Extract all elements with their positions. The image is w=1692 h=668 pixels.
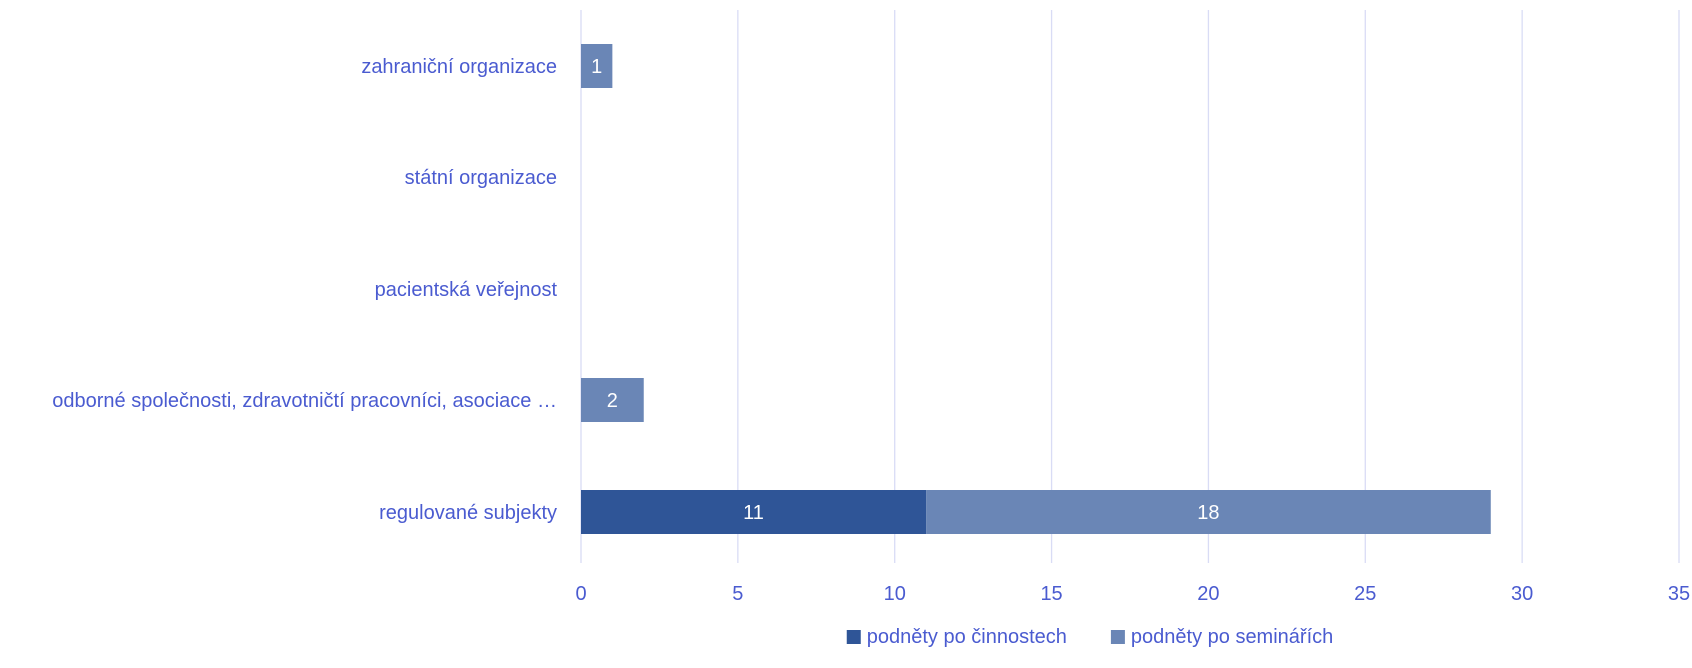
x-tick-label: 15 [1040,583,1062,605]
bar-segment [581,490,927,534]
x-tick-label: 0 [575,583,586,605]
data-label: 11 [743,502,764,524]
legend-label: podněty po činnostech [867,626,1067,648]
x-tick-label: 35 [1668,583,1690,605]
bar-segment [581,378,644,422]
data-labels: 11 18 2 1 [591,56,1219,524]
data-label: 1 [591,56,602,78]
legend: podněty po činnostech podněty po semináří… [846,626,1333,648]
x-tick-label: 10 [884,583,906,605]
x-tick-label: 5 [732,583,743,605]
bar-segment [581,44,613,88]
bar-segment [926,490,1491,534]
category-label: pacientská veřejnost [375,279,558,301]
x-tick-label: 20 [1197,583,1219,605]
x-tick-label: 30 [1511,583,1533,605]
category-label: regulované subjekty [379,502,557,524]
legend-swatch [1110,630,1125,644]
legend-swatch [846,630,861,644]
x-tick-label: 25 [1354,583,1376,605]
bars [581,44,1491,534]
category-label: zahraniční organizace [361,56,557,78]
data-label: 18 [1197,502,1219,524]
category-labels: regulované subjekty odborné společnosti, … [52,56,557,524]
category-label: státní organizace [405,167,557,189]
gridlines [580,10,1680,563]
legend-label: podněty po seminářích [1131,626,1333,648]
category-label: odborné společnosti, zdravotničtí pracov… [52,390,557,412]
data-label: 2 [607,390,618,412]
x-axis-ticks: 0 5 10 15 20 25 30 35 [575,583,1690,605]
